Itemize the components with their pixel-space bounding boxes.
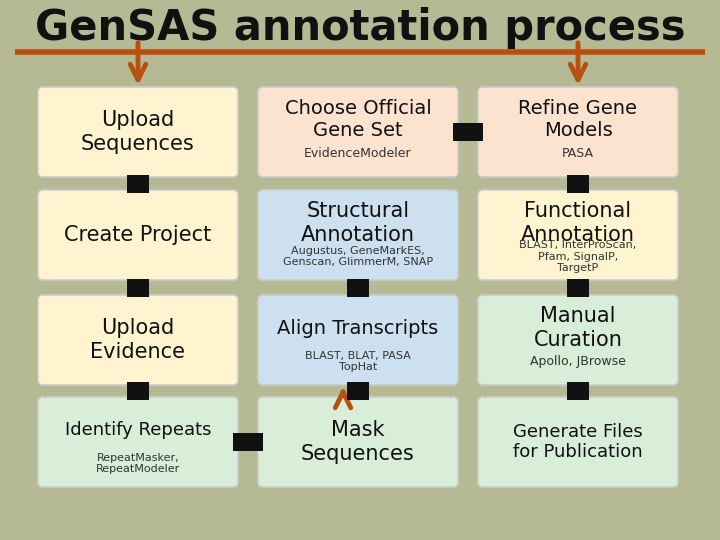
Text: Mask
Sequences: Mask Sequences [301, 421, 415, 464]
Text: RepeatMasker,
RepeatModeler: RepeatMasker, RepeatModeler [96, 453, 180, 475]
FancyBboxPatch shape [478, 295, 678, 385]
FancyBboxPatch shape [478, 190, 678, 280]
Text: Create Project: Create Project [64, 225, 212, 245]
FancyBboxPatch shape [38, 87, 238, 177]
Text: PASA: PASA [562, 147, 594, 160]
Text: Apollo, JBrowse: Apollo, JBrowse [530, 355, 626, 368]
Text: Refine Gene
Models: Refine Gene Models [518, 99, 637, 140]
Bar [347, 279, 369, 296]
Text: Generate Files
for Publication: Generate Files for Publication [513, 423, 643, 461]
Text: EvidenceModeler: EvidenceModeler [304, 147, 412, 160]
Text: Augustus, GeneMarkES,
Genscan, GlimmerM, SNAP: Augustus, GeneMarkES, Genscan, GlimmerM,… [283, 246, 433, 267]
Bar [347, 382, 369, 400]
Bar [567, 382, 589, 400]
Bar [567, 174, 589, 192]
FancyBboxPatch shape [478, 87, 678, 177]
FancyBboxPatch shape [258, 295, 458, 385]
FancyBboxPatch shape [38, 190, 238, 280]
Text: Upload
Sequences: Upload Sequences [81, 110, 195, 153]
Bar [127, 279, 149, 296]
Text: Manual
Curation: Manual Curation [534, 306, 622, 349]
Text: Identify Repeats: Identify Repeats [65, 421, 211, 439]
Text: Functional
Annotation: Functional Annotation [521, 201, 635, 245]
FancyBboxPatch shape [258, 190, 458, 280]
Text: Align Transcripts: Align Transcripts [277, 319, 438, 338]
Bar [127, 174, 149, 192]
Text: BLAST, InterProScan,
Pfam, SignalP,
TargetP: BLAST, InterProScan, Pfam, SignalP, Targ… [519, 240, 636, 273]
FancyBboxPatch shape [38, 397, 238, 487]
Text: Upload
Evidence: Upload Evidence [91, 319, 186, 362]
FancyBboxPatch shape [258, 87, 458, 177]
Text: GenSAS annotation process: GenSAS annotation process [35, 7, 685, 49]
Bar [233, 433, 263, 451]
Bar [567, 279, 589, 296]
FancyBboxPatch shape [38, 295, 238, 385]
Text: BLAST, BLAT, PASA
TopHat: BLAST, BLAT, PASA TopHat [305, 351, 411, 373]
Text: Structural
Annotation: Structural Annotation [301, 201, 415, 245]
FancyBboxPatch shape [258, 397, 458, 487]
Bar [127, 382, 149, 400]
FancyBboxPatch shape [478, 397, 678, 487]
Text: Choose Official
Gene Set: Choose Official Gene Set [284, 99, 431, 140]
Bar [453, 123, 483, 141]
